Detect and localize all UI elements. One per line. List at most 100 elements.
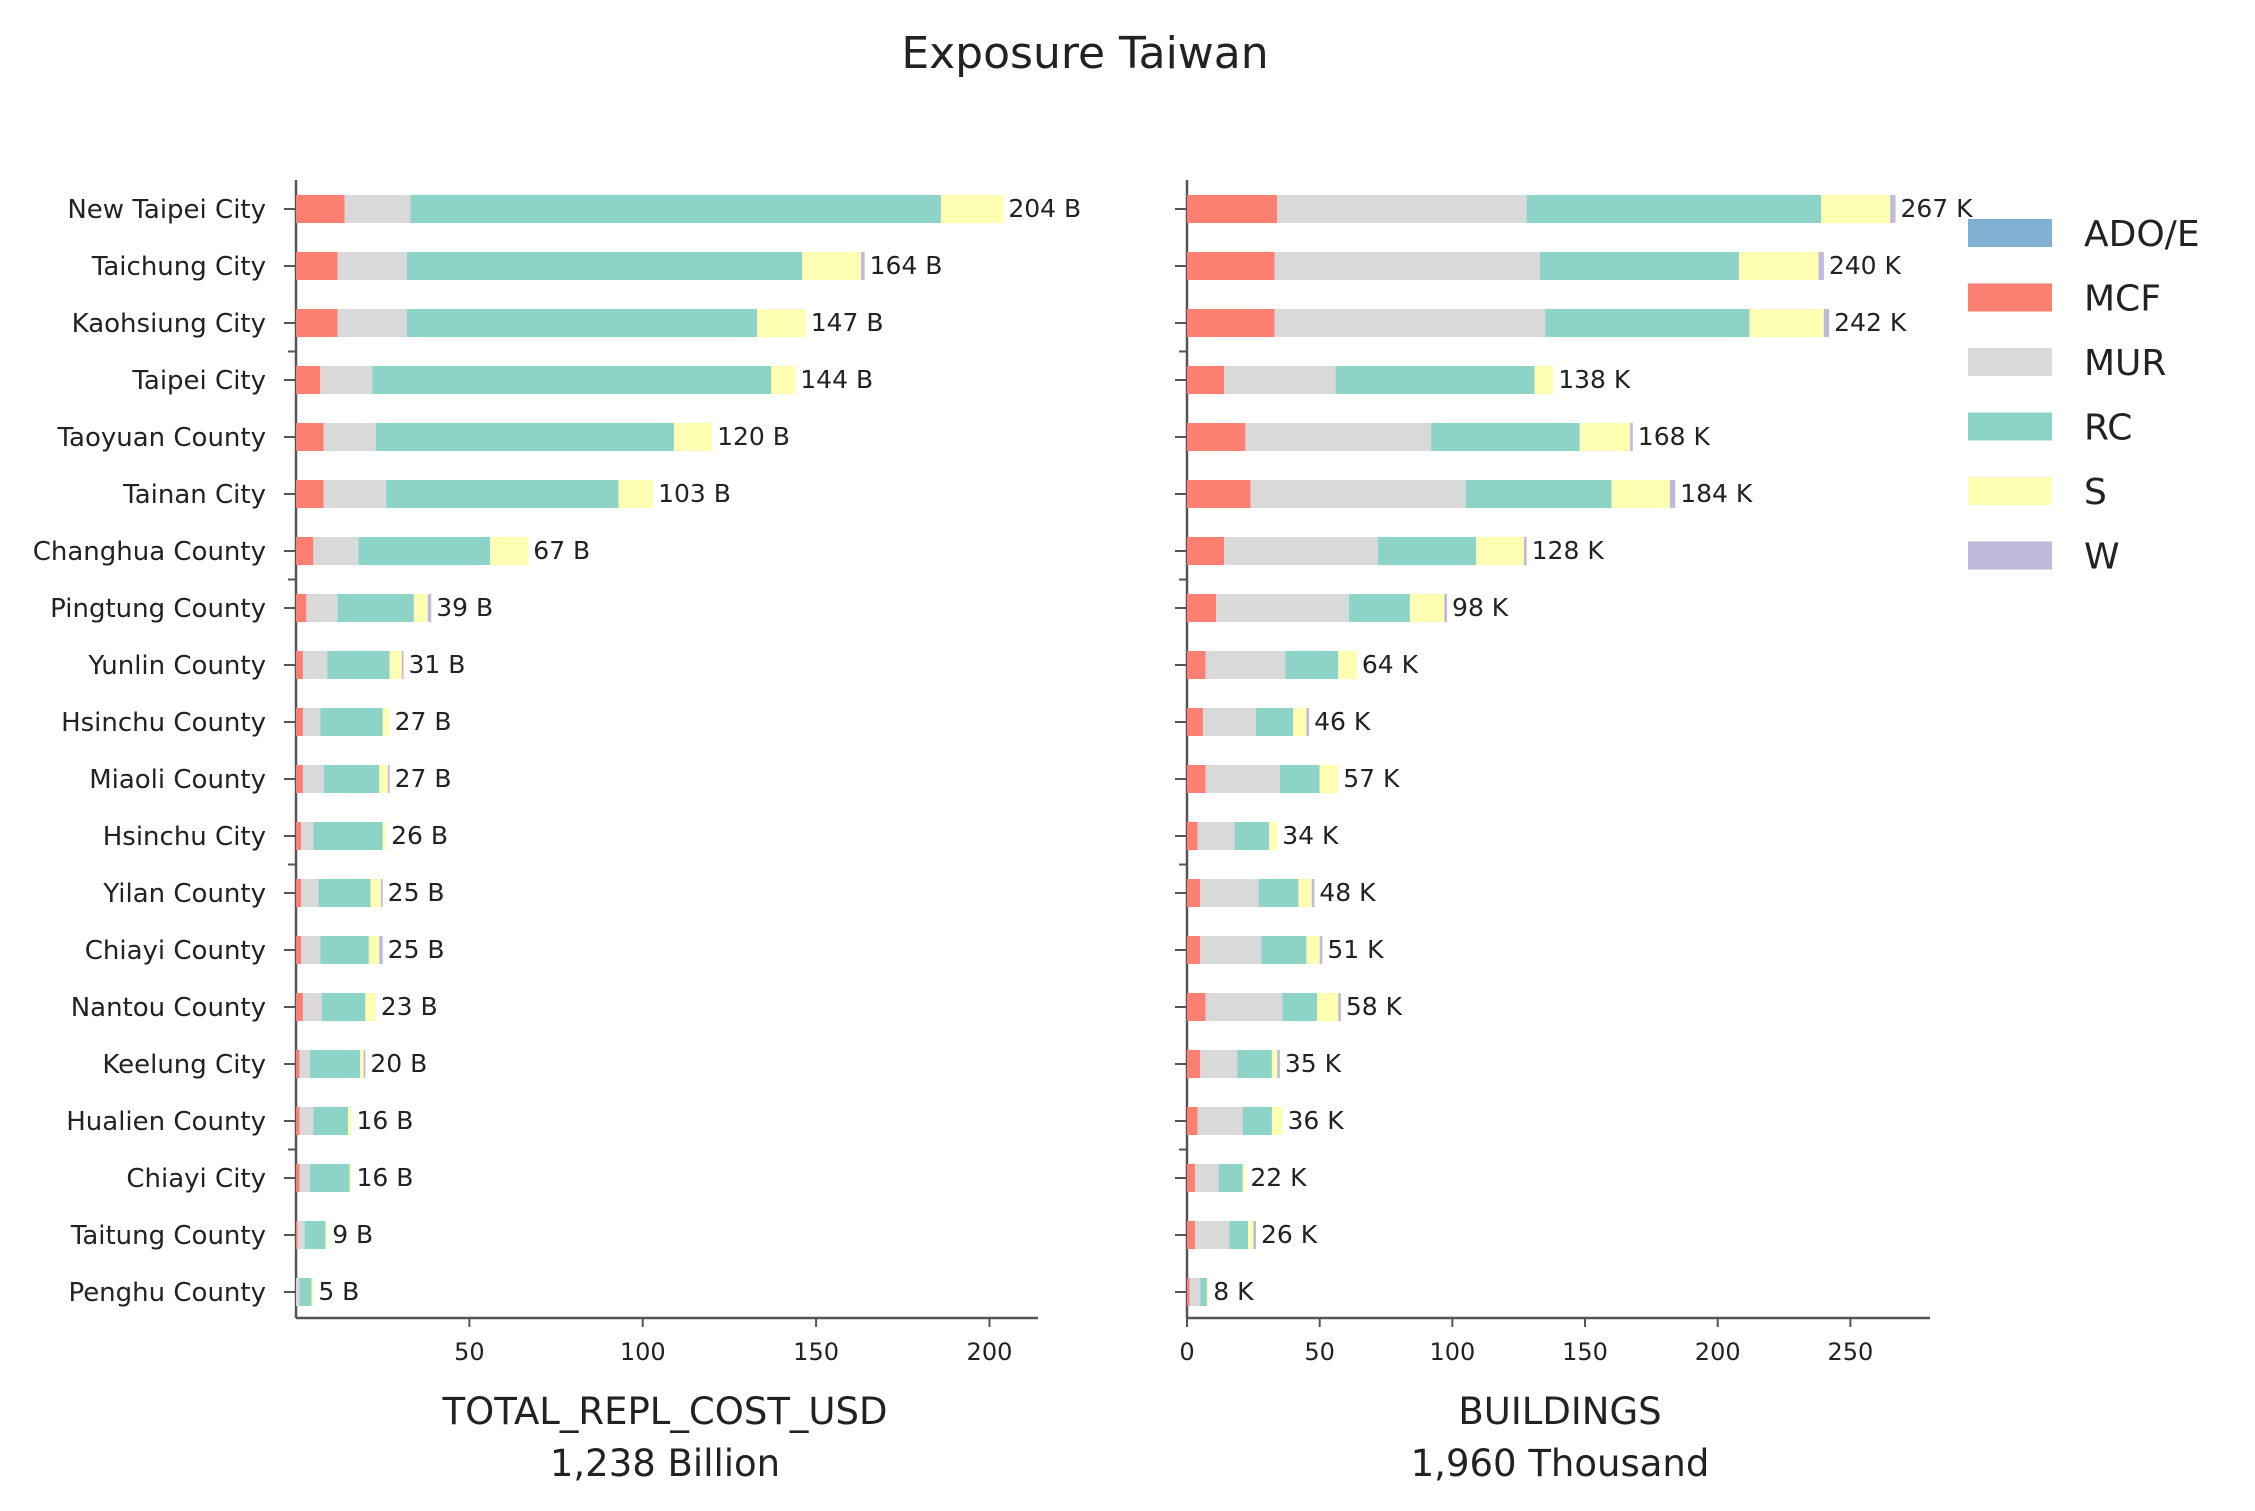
bar-rc-segment [320,936,369,964]
bar-rc-segment [386,480,619,508]
bar-mur-segment [1197,822,1235,850]
bar-mur-segment [302,993,323,1021]
bar-mur-segment [1205,765,1280,793]
bar-mcf-segment [296,879,302,907]
category-label: Chiayi County [85,936,266,966]
category-label: Taichung City [91,252,266,282]
bar-s-segment [325,1221,328,1249]
bar-s-segment [379,765,388,793]
bar-mcf-segment [296,822,302,850]
bar-mur-segment [323,480,387,508]
bar-s-segment [365,993,376,1021]
bar-w-segment [861,252,865,280]
bar-w-segment [1890,195,1896,223]
bar-s-segment [349,1164,352,1192]
bar-mur-segment [320,366,373,394]
total-value-label: 35 K [1285,1049,1342,1078]
total-value-label: 128 K [1532,536,1605,565]
bar-mcf-segment [1187,480,1251,508]
bar-mur-segment [302,651,328,679]
bar-rc-segment [1229,1221,1249,1249]
total-value-label: 164 B [870,251,943,280]
bar-w-segment [1630,423,1633,451]
bar-rc-segment [1348,594,1410,622]
bar-rc-segment [1335,366,1535,394]
total-value-label: 16 B [356,1106,413,1135]
total-value-label: 168 K [1638,422,1711,451]
bar-mur-segment [299,1050,310,1078]
bar-s-segment [1534,366,1554,394]
category-label: Keelung City [102,1050,266,1080]
bar-mur-segment [1200,879,1259,907]
total-value-label: 22 K [1250,1163,1307,1192]
bar-mcf-segment [296,1107,300,1135]
legend-swatch [1968,283,2052,312]
total-value-label: 9 B [332,1220,373,1249]
bar-w-segment [1338,993,1341,1021]
bar-w-segment [1669,480,1676,508]
bar-w-segment [1311,879,1315,907]
bar-rc-segment [318,879,371,907]
total-value-label: 26 B [391,821,448,850]
bar-mur-segment [1205,993,1283,1021]
bar-mcf-segment [296,252,338,280]
bar-rc-segment [327,651,390,679]
bar-mcf-segment [296,1221,298,1249]
bar-s-segment [1821,195,1891,223]
bar-rc-segment [1539,252,1739,280]
bar-mcf-segment [1187,423,1246,451]
total-value-label: 51 K [1327,935,1384,964]
bar-mur-segment [1245,423,1432,451]
cost-panel: TOTAL_REPL_COST_USD 1,238 Billion 50 100 1… [33,180,1081,1485]
bar-w-segment [401,651,404,679]
bar-mcf-segment [1187,1107,1198,1135]
bar-s-segment [348,1107,352,1135]
bar-s-segment [1293,708,1307,736]
bar-mur-segment [1274,309,1546,337]
bar-s-segment [1271,1107,1283,1135]
total-value-label: 240 K [1829,251,1902,280]
total-value-label: 98 K [1452,593,1509,622]
bar-s-segment [360,1050,364,1078]
bar-rc-segment [323,765,380,793]
bar-rc-segment [313,1107,349,1135]
chart-title: Exposure Taiwan [901,28,1268,79]
legend-swatch [1968,219,2052,247]
total-value-label: 144 B [800,365,873,394]
bar-rc-segment [1465,480,1612,508]
bar-mcf-segment [296,309,338,337]
bar-s-segment [771,366,796,394]
bar-w-segment [1319,936,1323,964]
category-label: Changhua County [33,537,266,567]
bar-s-segment [1242,1164,1246,1192]
bar-w-segment [1818,252,1824,280]
category-label: Taoyuan County [56,423,266,453]
bar-mur-segment [337,252,407,280]
category-label: Chiayi City [126,1164,266,1194]
bar-mur-segment [302,765,324,793]
bar-mur-segment [1224,537,1379,565]
category-label: New Taipei City [67,195,266,225]
bar-w-segment [1253,1221,1256,1249]
total-value-label: 67 B [533,536,590,565]
bar-mur-segment [1274,252,1540,280]
bar-s-segment [1248,1221,1254,1249]
category-label: Hualien County [66,1107,266,1137]
category-label: Yilan County [102,879,266,909]
bar-mcf-segment [1187,651,1206,679]
x-tick-label: 150 [1562,1338,1608,1366]
category-label: Yunlin County [87,651,266,681]
x-tick-label: 150 [793,1338,839,1366]
bar-rc-segment [1200,1278,1207,1306]
bar-mcf-segment [296,594,307,622]
bar-mur-segment [306,594,338,622]
bar-s-segment [1738,252,1819,280]
bar-mcf-segment [1187,708,1203,736]
legend-swatch [1968,348,2052,376]
bar-s-segment [382,822,387,850]
total-value-label: 5 B [318,1277,359,1306]
total-value-label: 58 K [1346,992,1403,1021]
bar-rc-segment [410,195,941,223]
category-label: Kaohsiung City [72,309,266,339]
category-label: Taitung County [70,1221,266,1251]
